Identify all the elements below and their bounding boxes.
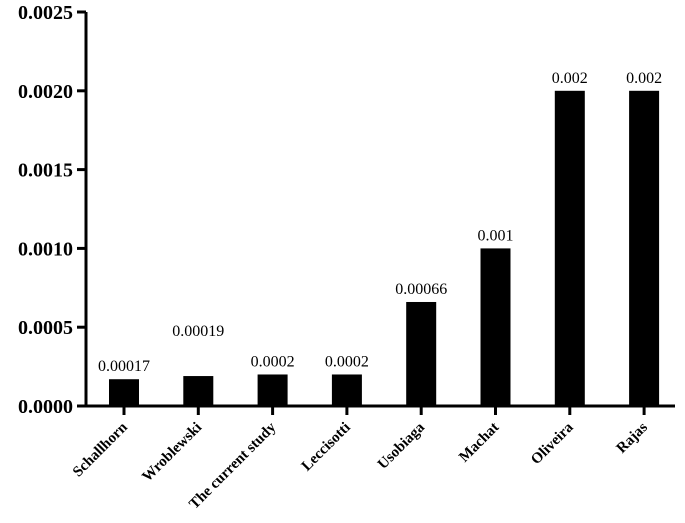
bar — [629, 90, 660, 407]
x-tick-label: Leccisotti — [299, 420, 354, 475]
y-tick-label: 0.0010 — [18, 238, 73, 260]
x-tick-label: Oliveira — [528, 419, 577, 468]
y-axis: 0.0000 0.0005 0.0010 0.0015 0.0020 0.0025 — [18, 2, 88, 418]
y-tick-label: 0.0015 — [18, 160, 73, 182]
data-label: 0.001 — [478, 227, 514, 244]
y-tick-label: 0.0025 — [18, 2, 73, 24]
bar — [480, 248, 511, 406]
x-tick-label: Schallhorn — [70, 419, 131, 480]
x-tick-label: Rajas — [614, 419, 651, 456]
data-label: 0.002 — [552, 70, 588, 87]
bar — [257, 374, 288, 406]
y-ticks: 0.0000 0.0005 0.0010 0.0015 0.0020 0.0025 — [18, 2, 86, 418]
y-tick-label: 0.0005 — [18, 317, 73, 339]
data-label: 0.0002 — [251, 353, 295, 370]
bar — [109, 379, 139, 406]
data-labels: 0.00017 0.00019 0.0002 0.0002 0.00066 0.001 0.… — [98, 70, 662, 375]
data-label: 0.002 — [626, 70, 662, 87]
bar — [406, 301, 437, 406]
data-label: 0.0002 — [325, 353, 369, 370]
x-tick-label: Usobiaga — [375, 419, 429, 473]
bar — [554, 90, 585, 407]
bars — [109, 90, 660, 407]
y-tick-label: 0.0020 — [18, 81, 73, 103]
data-label: 0.00017 — [98, 358, 150, 375]
data-label: 0.00019 — [172, 323, 224, 340]
bar — [183, 376, 214, 406]
data-label: 0.00066 — [395, 281, 447, 298]
x-tick-label: Machat — [456, 420, 502, 466]
x-tick-label: Wroblewski — [139, 420, 205, 486]
bar — [331, 374, 362, 406]
y-tick-label: 0.0000 — [18, 396, 73, 418]
